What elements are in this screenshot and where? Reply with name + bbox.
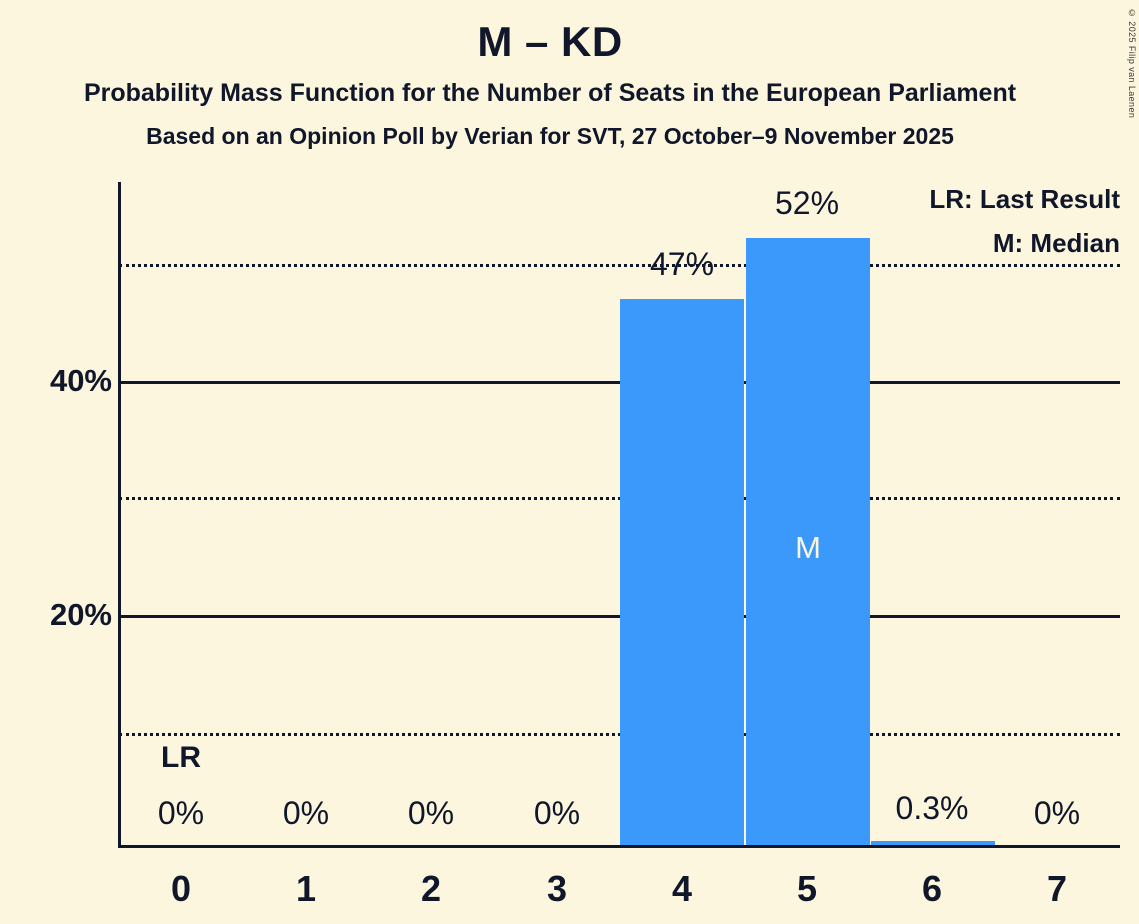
page-title: M – KD xyxy=(477,18,623,65)
copyright-notice: © 2025 Filip van Laenen xyxy=(1127,8,1137,119)
bar-seat-5[interactable] xyxy=(746,238,870,845)
title-block: M – KD Probability Mass Function for the… xyxy=(0,0,1100,149)
x-tick-label-0: 0 xyxy=(170,868,192,909)
x-axis xyxy=(118,845,1120,848)
gridline-40 xyxy=(119,381,1120,384)
y-axis xyxy=(118,182,121,847)
x-tick-label-6: 6 xyxy=(921,868,943,909)
last-result-marker: LR xyxy=(161,741,201,774)
gridline-10 xyxy=(119,733,1120,736)
value-label-seat-0: 0% xyxy=(157,795,205,831)
gridline-30 xyxy=(119,497,1120,500)
legend-last-result: LR: Last Result xyxy=(929,184,1120,214)
x-tick-label-7: 7 xyxy=(1046,868,1068,909)
x-tick-label-5: 5 xyxy=(796,868,818,909)
value-label-seat-1: 0% xyxy=(282,795,330,831)
value-label-seat-3: 0% xyxy=(533,795,581,831)
value-label-seat-4: 47% xyxy=(649,246,715,282)
value-label-seat-6: 0.3% xyxy=(895,790,969,826)
gridline-20 xyxy=(119,615,1120,618)
value-label-seat-5: 52% xyxy=(774,185,840,221)
x-tick-label-2: 2 xyxy=(420,868,442,909)
chart-source-subtitle: Based on an Opinion Poll by Verian for S… xyxy=(146,122,954,149)
bar-seat-6[interactable] xyxy=(871,841,995,845)
gridline-50 xyxy=(119,264,1120,267)
bar-seat-4[interactable] xyxy=(620,299,744,845)
chart-subtitle: Probability Mass Function for the Number… xyxy=(83,79,1017,108)
y-tick-label-20: 20% xyxy=(49,597,112,632)
legend-median: M: Median xyxy=(992,228,1120,258)
x-tick-label-1: 1 xyxy=(295,868,317,909)
value-label-seat-7: 0% xyxy=(1033,795,1081,831)
x-tick-label-4: 4 xyxy=(671,868,693,909)
median-marker: M xyxy=(795,530,821,565)
value-label-seat-2: 0% xyxy=(407,795,455,831)
y-tick-label-40: 40% xyxy=(49,363,112,398)
x-tick-label-3: 3 xyxy=(546,868,568,909)
plot-area: M xyxy=(118,182,1120,848)
